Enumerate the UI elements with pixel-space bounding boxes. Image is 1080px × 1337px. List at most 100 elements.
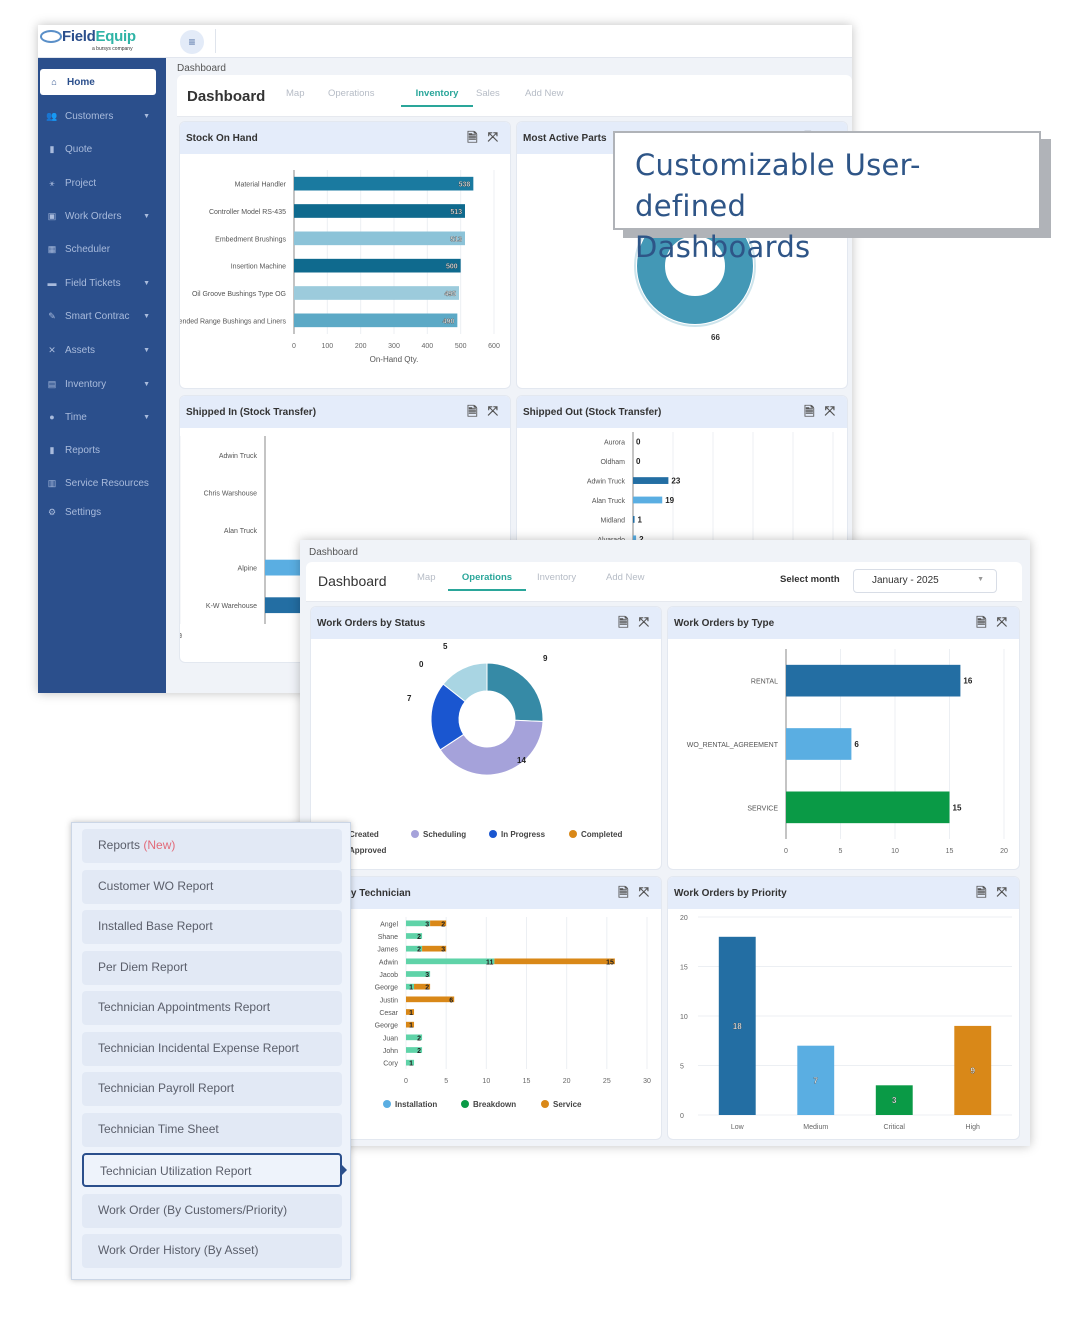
top-bar: FieldEquip a bursys company ≡ <box>38 25 852 58</box>
sidebar-item-scheduler[interactable]: ▦ Scheduler <box>38 236 166 262</box>
report-item[interactable]: Technician Appointments Report <box>82 991 342 1025</box>
page-title: Dashboard <box>318 573 387 589</box>
bar <box>633 516 635 523</box>
bar-segment <box>494 958 615 965</box>
bar <box>875 1085 913 1115</box>
x-tick-label: 20 <box>563 1078 571 1085</box>
tab-operations[interactable]: Operations <box>448 572 526 591</box>
sidebar-item-label: Inventory <box>65 378 107 390</box>
callout-line-2: Dashboards <box>635 230 811 264</box>
category-label: George <box>375 985 398 992</box>
sidebar-item-time[interactable]: ● Time ▼ <box>38 404 166 430</box>
chevron-down-icon: ▼ <box>143 413 150 421</box>
data-label: 15 <box>953 803 962 812</box>
report-item[interactable]: Reports (New) <box>82 829 342 863</box>
tab-map[interactable]: Map <box>417 572 436 583</box>
report-item[interactable]: Per Diem Report <box>82 950 342 985</box>
page-title: Dashboard <box>187 88 266 105</box>
sidebar-item-customers[interactable]: 👥 Customers ▼ <box>38 103 166 129</box>
data-label: 0 <box>636 457 641 466</box>
card-title: Work Orders by Status <box>317 617 426 629</box>
sidebar-item-settings[interactable]: ⚙ Settings <box>38 499 166 525</box>
tab-inventory[interactable]: Inventory <box>537 572 577 583</box>
report-item[interactable]: Work Order (By Customers/Priority) <box>82 1193 342 1228</box>
data-label: 2 <box>417 947 421 954</box>
wo-by-technician-card: rders by Technician 🗎 ⤧ 0 5 10 15 20 25 30 Angel… <box>310 876 662 1140</box>
x-tick-label: 100 <box>321 343 333 350</box>
report-item[interactable]: Technician Utilization Report <box>82 1153 347 1187</box>
csv-export-icon[interactable]: 🗎 <box>467 404 478 419</box>
legend-label: Installation <box>395 1100 437 1109</box>
category-label: Oldham <box>600 459 625 466</box>
x-tick-label: 15 <box>523 1078 531 1085</box>
legend-label: Breakdown <box>473 1100 516 1109</box>
tab-map[interactable]: Map <box>286 88 305 99</box>
expand-icon[interactable]: ⤧ <box>996 614 1007 629</box>
report-item-label: Technician Payroll Report <box>98 1081 235 1095</box>
sidebar-item-reports[interactable]: ▮ Reports <box>38 437 166 463</box>
sidebar-item-home[interactable]: ⌂ Home <box>40 69 156 95</box>
sidebar-item-field-tickets[interactable]: ▬ Field Tickets ▼ <box>38 270 166 296</box>
csv-export-icon[interactable]: 🗎 <box>467 130 478 145</box>
sidebar-item-label: Service Resources <box>65 477 149 489</box>
bar-segment <box>406 933 423 939</box>
sidebar-item-label: Smart Contrac <box>65 310 130 322</box>
x-tick-label: 0 <box>180 633 182 640</box>
sidebar-item-label: Assets <box>65 344 96 356</box>
callout-line-1: Customizable User-defined <box>635 148 921 223</box>
report-item[interactable]: Work Order History (By Asset) <box>82 1234 342 1268</box>
sidebar-item-smart-contrac[interactable]: ✎ Smart Contrac ▼ <box>38 303 166 329</box>
contract-icon: ✎ <box>48 310 56 321</box>
sidebar-item-assets[interactable]: ✕ Assets ▼ <box>38 337 166 363</box>
menu-toggle-icon[interactable]: ≡ <box>180 30 204 54</box>
tab-add-new[interactable]: Add New <box>606 572 645 583</box>
csv-export-icon[interactable]: 🗎 <box>804 404 815 419</box>
operations-dashboard-window: Dashboard Dashboard Map Operations Inven… <box>300 540 1030 1146</box>
report-item[interactable]: Technician Time Sheet <box>82 1112 342 1147</box>
report-item-label: Work Order History (By Asset) <box>98 1243 259 1257</box>
category-label: Oil Groove Bushings Type OG <box>192 291 286 298</box>
project-icon: ⚹ <box>49 177 55 188</box>
expand-icon[interactable]: ⤧ <box>996 884 1007 899</box>
report-item[interactable]: Installed Base Report <box>82 910 342 944</box>
csv-export-icon[interactable]: 🗎 <box>976 615 987 630</box>
report-item-label: Customer WO Report <box>98 878 214 893</box>
month-select[interactable]: January - 2025 ▼ <box>853 569 997 593</box>
sidebar-item-quote[interactable]: ▮ Quote <box>38 136 166 162</box>
category-label: Adwin Truck <box>219 453 258 460</box>
report-item[interactable]: Technician Incidental Expense Report <box>82 1031 342 1066</box>
category-label: George <box>375 1023 398 1030</box>
sidebar-item-project[interactable]: ⚹ Project <box>38 170 166 196</box>
csv-export-icon[interactable]: 🗎 <box>618 885 629 900</box>
expand-icon[interactable]: ⤧ <box>487 129 498 144</box>
x-tick-label: Critical <box>884 1124 906 1131</box>
bar-segment <box>406 1009 415 1015</box>
tab-inventory[interactable]: Inventory <box>401 88 473 107</box>
data-label: 490 <box>443 318 455 325</box>
x-tick-label: 15 <box>946 848 954 855</box>
sidebar-item-inventory[interactable]: ▤ Inventory ▼ <box>38 371 166 397</box>
reports-menu: Reports (New) Customer WO Report Installed… <box>71 822 351 1280</box>
csv-export-icon[interactable]: 🗎 <box>976 885 987 900</box>
expand-icon[interactable]: ⤧ <box>487 403 498 418</box>
category-label: Embedment Brushings <box>215 236 286 243</box>
expand-icon[interactable]: ⤧ <box>638 884 649 899</box>
data-label: 16 <box>963 677 972 686</box>
tab-add-new[interactable]: Add New <box>525 88 564 99</box>
donut-slice <box>486 662 544 723</box>
report-item-label: Per Diem Report <box>98 959 188 974</box>
wo-by-priority-card: Work Orders by Priority 🗎 ⤧ 0 5 10 15 20 18 Low… <box>667 876 1020 1140</box>
expand-icon[interactable]: ⤧ <box>638 614 649 629</box>
csv-export-icon[interactable]: 🗎 <box>618 615 629 630</box>
report-item-label: Work Order (By Customers/Priority) <box>98 1202 288 1217</box>
fieldequip-logo[interactable]: FieldEquip a bursys company <box>40 27 165 55</box>
bar <box>294 286 459 300</box>
sidebar-item-work-orders[interactable]: ▣ Work Orders ▼ <box>38 203 166 229</box>
sidebar-item-label: Time <box>65 411 87 423</box>
sidebar-item-service-resources[interactable]: ▥ Service Resources <box>38 470 166 496</box>
tab-operations[interactable]: Operations <box>328 88 375 99</box>
report-item[interactable]: Customer WO Report <box>82 869 342 904</box>
report-item[interactable]: Technician Payroll Report <box>82 1072 342 1106</box>
expand-icon[interactable]: ⤧ <box>824 403 835 418</box>
tab-sales[interactable]: Sales <box>476 88 500 99</box>
